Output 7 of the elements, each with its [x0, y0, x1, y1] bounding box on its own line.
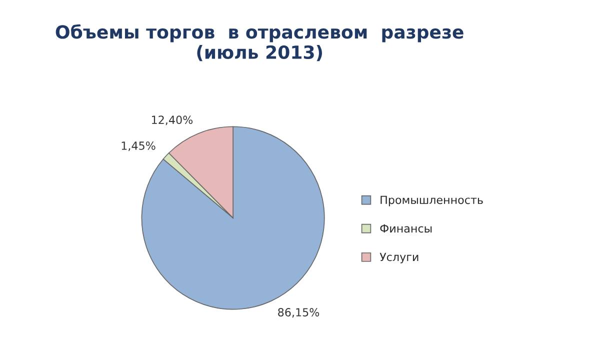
legend-label: Промышленность [380, 196, 483, 206]
chart-title: Объемы торгов в отраслевом разрезе (июль 2013) [56, 24, 464, 62]
data-label: 1,45% [122, 141, 156, 152]
legend-label: Финансы [380, 224, 432, 233]
legend-label: Услуги [380, 252, 418, 264]
data-label: 12,40% [152, 116, 193, 126]
data-label: 86,15% [278, 308, 320, 318]
